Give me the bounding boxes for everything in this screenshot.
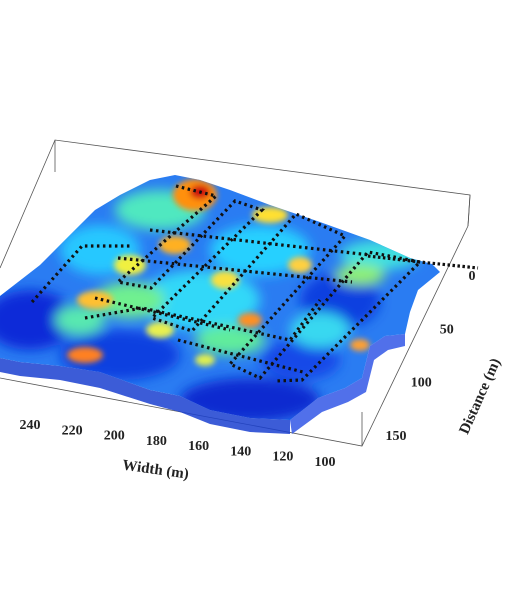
y-axis-title: Distance (m) bbox=[457, 356, 505, 437]
x-axis-title: Width (m) bbox=[121, 457, 189, 482]
box-right-vertical bbox=[467, 194, 471, 227]
y-tick-label: 50 bbox=[440, 322, 454, 337]
x-tick-label: 160 bbox=[188, 439, 209, 454]
x-tick-label: 200 bbox=[104, 429, 125, 444]
surface-walls bbox=[0, 334, 405, 434]
transect-exit-line bbox=[367, 254, 479, 270]
surface-right-wall bbox=[290, 334, 405, 434]
transect-cross-path bbox=[30, 228, 371, 374]
x-tick-label: 120 bbox=[272, 450, 293, 465]
y-tick-label: 100 bbox=[411, 376, 432, 391]
x-tick-label: 240 bbox=[20, 418, 41, 433]
x-tick-label: 180 bbox=[146, 434, 167, 449]
y-tick-labels: 0 50 100 150 bbox=[386, 269, 476, 444]
x-tick-label: 140 bbox=[230, 444, 251, 459]
x-tick-label: 100 bbox=[315, 455, 336, 470]
x-tick-labels: 100 120 140 160 180 200 220 240 bbox=[20, 418, 336, 470]
survey-transects bbox=[30, 184, 479, 383]
y-tick-label: 150 bbox=[386, 429, 407, 444]
y-tick-label: 0 bbox=[469, 269, 476, 284]
plot-box bbox=[0, 139, 471, 447]
surface-front-wall bbox=[0, 358, 290, 434]
transect-diagonal-path bbox=[114, 184, 424, 383]
x-tick-label: 220 bbox=[62, 423, 83, 438]
